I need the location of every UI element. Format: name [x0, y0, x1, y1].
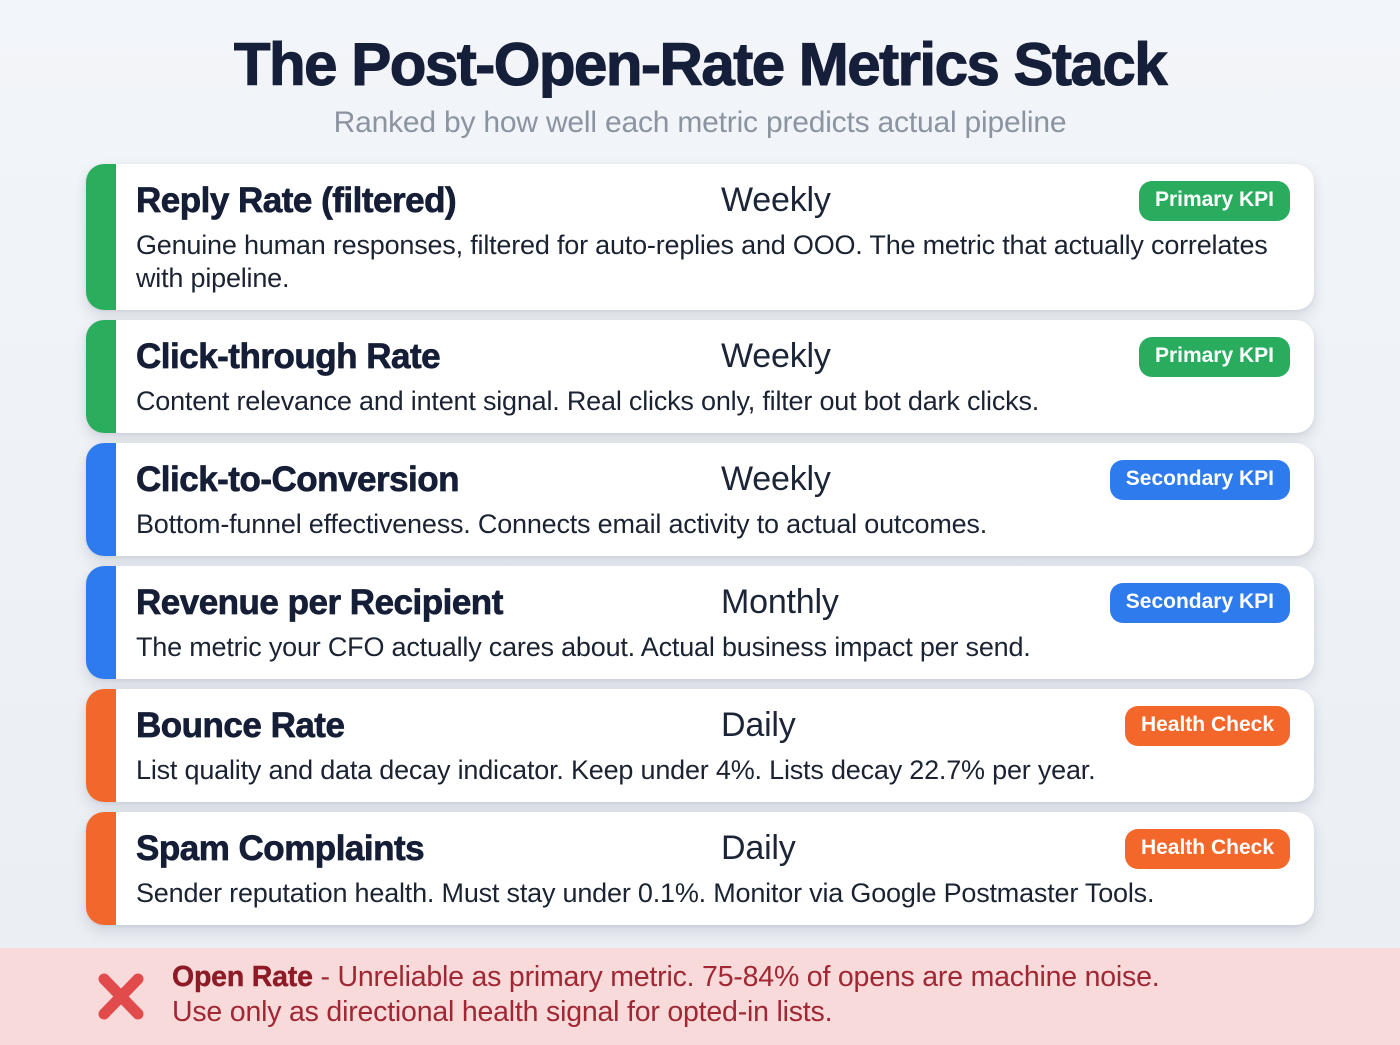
metric-description: Sender reputation health. Must stay unde…	[136, 878, 1155, 908]
metric-card-top-row: Click-through Rate Weekly Primary KPI	[136, 334, 1290, 379]
metric-frequency: Monthly	[721, 583, 839, 621]
metric-card-top-row: Revenue per Recipient Monthly Secondary …	[136, 580, 1290, 625]
metric-badge: Secondary KPI	[1109, 459, 1290, 500]
metric-frequency: Weekly	[721, 181, 831, 219]
warning-label: Open Rate	[172, 961, 313, 993]
metric-card: Click-through Rate Weekly Primary KPI Co…	[86, 320, 1314, 433]
header: The Post-Open-Rate Metrics Stack Ranked …	[0, 0, 1400, 140]
metric-frequency: Weekly	[721, 460, 831, 498]
metric-description: List quality and data decay indicator. K…	[136, 755, 1096, 785]
metric-badge: Health Check	[1124, 705, 1290, 746]
metric-name: Reply Rate (filtered)	[136, 180, 457, 220]
metric-card-top-row: Spam Complaints Daily Health Check	[136, 826, 1290, 871]
metric-card: Spam Complaints Daily Health Check Sende…	[86, 812, 1314, 925]
page-subtitle: Ranked by how well each metric predicts …	[333, 106, 1067, 139]
metric-name: Revenue per Recipient	[136, 582, 504, 622]
warning-text: Open Rate - Unreliable as primary metric…	[172, 960, 1160, 1030]
metric-name: Spam Complaints	[136, 828, 425, 868]
warning-line2: Use only as directional health signal fo…	[172, 996, 833, 1028]
metric-name: Click-to-Conversion	[136, 459, 460, 499]
metric-badge: Primary KPI	[1138, 336, 1290, 377]
metric-card-top-row: Click-to-Conversion Weekly Secondary KPI	[136, 457, 1290, 502]
metric-frequency: Weekly	[721, 337, 831, 375]
metric-card: Bounce Rate Daily Health Check List qual…	[86, 689, 1314, 802]
metric-badge: Primary KPI	[1138, 180, 1290, 221]
warning-line1: - Unreliable as primary metric. 75-84% o…	[320, 961, 1160, 993]
metric-description: Content relevance and intent signal. Rea…	[136, 386, 1040, 416]
metric-card-top-row: Reply Rate (filtered) Weekly Primary KPI	[136, 178, 1290, 223]
page-title: The Post-Open-Rate Metrics Stack	[233, 31, 1168, 98]
metric-name: Bounce Rate	[136, 705, 346, 745]
metric-frequency: Daily	[721, 706, 796, 744]
metric-frequency: Daily	[721, 829, 796, 867]
open-rate-warning-banner: Open Rate - Unreliable as primary metric…	[0, 948, 1400, 1045]
metric-description: The metric your CFO actually cares about…	[136, 632, 1031, 662]
metric-name: Click-through Rate	[136, 336, 441, 376]
x-cross-icon	[97, 971, 145, 1026]
metric-card: Click-to-Conversion Weekly Secondary KPI…	[86, 443, 1314, 556]
metric-card: Revenue per Recipient Monthly Secondary …	[86, 566, 1314, 679]
metrics-stack: Reply Rate (filtered) Weekly Primary KPI…	[86, 164, 1314, 925]
metric-card: Reply Rate (filtered) Weekly Primary KPI…	[86, 164, 1314, 310]
metric-description: Genuine human responses, filtered for au…	[136, 230, 1268, 293]
metric-badge: Secondary KPI	[1109, 582, 1290, 623]
metric-description: Bottom-funnel effectiveness. Connects em…	[136, 509, 988, 539]
metric-card-top-row: Bounce Rate Daily Health Check	[136, 703, 1290, 748]
metric-badge: Health Check	[1124, 828, 1290, 869]
